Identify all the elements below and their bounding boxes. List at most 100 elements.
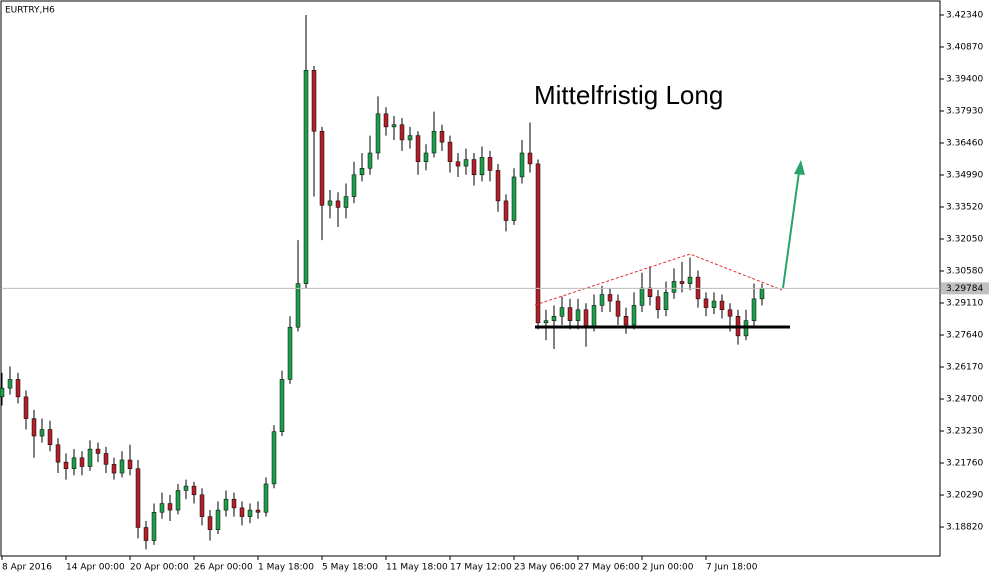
arrow: [782, 171, 800, 289]
candle-body: [263, 483, 269, 513]
y-tick-label: 3.39400: [946, 74, 983, 84]
candle-body: [159, 503, 165, 513]
candle-body: [511, 176, 517, 221]
current-price-label: 3.29784: [946, 284, 983, 294]
x-tick-label: 2 Jun 00:00: [642, 563, 694, 573]
y-tick-label: 3.34990: [946, 170, 983, 180]
candle-body: [407, 135, 413, 141]
candle-body: [599, 294, 605, 306]
x-tick-label: 11 May 18:00: [386, 563, 448, 573]
candle-body: [631, 305, 637, 326]
candle-body: [239, 507, 245, 517]
candle-body: [759, 288, 765, 300]
candle-body: [527, 152, 533, 165]
candle-body: [303, 70, 309, 284]
candle-body: [71, 457, 77, 469]
candle-body: [623, 316, 629, 326]
candle-body: [279, 379, 285, 432]
candle-body: [255, 509, 261, 513]
candle-body: [351, 174, 357, 197]
candle-body: [295, 283, 301, 328]
x-tick-label: 20 Apr 00:00: [130, 563, 189, 573]
y-tick-label: 3.33520: [946, 203, 983, 213]
candle-body: [175, 490, 181, 511]
candle-body: [399, 124, 405, 141]
x-tick-label: 7 Jun 18:00: [706, 563, 758, 573]
y-tick-label: 3.29110: [946, 299, 983, 309]
candle-body: [575, 309, 581, 321]
candle-body: [207, 516, 213, 530]
candle-body: [127, 459, 133, 469]
candle-body: [431, 130, 437, 154]
y-tick-label: 3.21760: [946, 459, 983, 469]
annotation: Mittelfristig Long: [534, 80, 723, 110]
candle-body: [287, 326, 293, 380]
candle-body: [551, 316, 557, 321]
candle-body: [391, 124, 397, 128]
y-tick-label: 3.18820: [946, 523, 983, 533]
candle-body: [319, 130, 325, 206]
candle-body: [23, 396, 29, 419]
candle-body: [55, 444, 61, 463]
x-tick-label: 14 Apr 00:00: [66, 563, 125, 573]
candle-body: [519, 152, 525, 178]
y-tick-label: 3.26170: [946, 363, 983, 373]
x-tick-label: 23 May 06:00: [514, 563, 576, 573]
candle-body: [503, 200, 509, 221]
y-tick-label: 3.32050: [946, 235, 983, 245]
candle-body: [95, 448, 101, 454]
candle-body: [439, 130, 445, 143]
candle-body: [191, 485, 197, 496]
candle-body: [615, 300, 621, 317]
x-tick-label: 8 Apr 2016: [2, 563, 52, 573]
candle-body: [311, 70, 317, 132]
candle-body: [583, 309, 589, 328]
y-tick-label: 3.30580: [946, 267, 983, 277]
candle-body: [15, 379, 21, 398]
candle-body: [383, 113, 389, 128]
candle-body: [455, 161, 461, 167]
x-tick-label: 27 May 06:00: [578, 563, 640, 573]
candle-body: [591, 305, 597, 328]
candle-body: [271, 431, 277, 485]
candle-body: [31, 418, 37, 437]
candle-body: [647, 287, 653, 297]
candle-body: [375, 113, 381, 154]
candle-body: [335, 200, 341, 208]
y-tick-label: 3.23230: [946, 427, 983, 437]
candle-body: [535, 163, 541, 324]
y-tick-label: 3.36460: [946, 138, 983, 148]
candle-body: [215, 509, 221, 530]
marks: [0, 14, 765, 550]
candle-body: [655, 296, 661, 311]
candle-body: [119, 459, 125, 474]
candle-body: [367, 152, 373, 169]
candle-body: [167, 503, 173, 511]
candle-body: [143, 527, 149, 541]
candle-body: [447, 141, 453, 162]
candle-body: [703, 298, 709, 308]
candle-body: [359, 167, 365, 176]
candle-body: [63, 461, 69, 469]
arrow-head: [794, 160, 805, 175]
candle-body: [687, 276, 693, 284]
candle-body: [39, 429, 45, 437]
y-tick-label: 3.40870: [946, 42, 983, 52]
candle-body: [671, 281, 677, 293]
y-tick-label: 3.27640: [946, 331, 983, 341]
candle-body: [87, 448, 93, 467]
candle-body: [47, 429, 53, 445]
candle-body: [183, 485, 189, 491]
candle-body: [231, 498, 237, 509]
candle-body: [543, 320, 549, 324]
candle-body: [495, 170, 501, 202]
candle-body: [415, 135, 421, 162]
candle-body: [727, 309, 733, 317]
plot-frame: [0, 0, 941, 557]
candle-body: [711, 300, 717, 308]
y-tick-label: 3.37930: [946, 106, 983, 116]
candle-body: [479, 157, 485, 176]
candle-body: [247, 509, 253, 517]
candle-body: [639, 287, 645, 306]
